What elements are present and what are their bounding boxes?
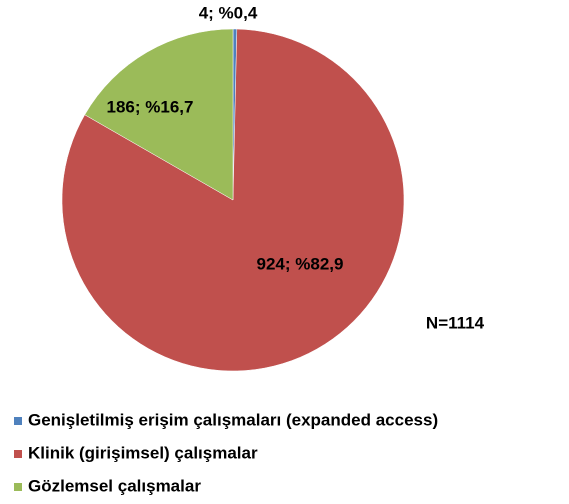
legend-swatch <box>14 450 22 458</box>
legend-swatch <box>14 483 22 491</box>
annotation: N=1114 <box>426 313 485 332</box>
legend-label: Klinik (girişimsel) çalışmalar <box>28 443 258 462</box>
legend-swatch <box>14 417 22 425</box>
data-label: 4; %0,4 <box>199 3 258 22</box>
legend-label: Genişletilmiş erişim çalışmaları (expand… <box>28 410 438 429</box>
legend-label: Gözlemsel çalışmalar <box>28 476 201 495</box>
data-label: 924; %82,9 <box>257 254 344 273</box>
pie-slice <box>84 28 234 201</box>
data-label: 186; %16,7 <box>107 97 194 116</box>
